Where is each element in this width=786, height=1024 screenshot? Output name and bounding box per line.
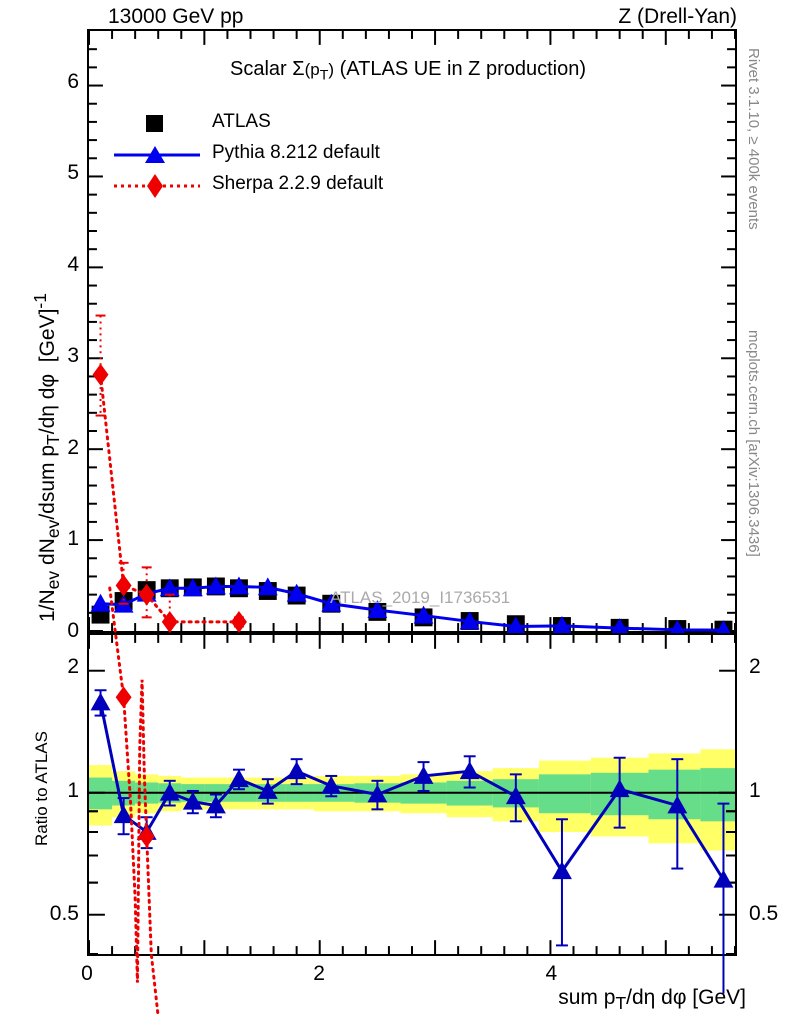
x-tick-label: 4 xyxy=(545,962,558,985)
legend-label-pythia: Pythia 8.212 default xyxy=(212,142,380,163)
ratio-plot-canvas xyxy=(88,586,736,1019)
y-tick-label: 1 xyxy=(67,527,79,551)
analysis-watermark: ATLAS_2019_I1736531 xyxy=(330,588,511,607)
ratio-tick-label-left: 0.5 xyxy=(49,902,79,926)
ratio-tick-label-right: 1 xyxy=(749,778,761,802)
main-plot-canvas xyxy=(88,31,736,651)
y-tick-label: 6 xyxy=(67,69,79,93)
ratio-tick-label-left: 1 xyxy=(67,778,79,802)
ratio-tick-label-right: 0.5 xyxy=(749,902,779,926)
legend-key-square-icon xyxy=(146,115,163,132)
process-label: Z (Drell-Yan) xyxy=(618,5,737,28)
plot-title: Scalar Σ(pT) (ATLAS UE in Z production) xyxy=(230,58,587,84)
legend-label-sherpa: Sherpa 2.2.9 default xyxy=(212,173,384,194)
x-tick-label: 0 xyxy=(81,962,93,985)
ratio-tick-label-right: 2 xyxy=(749,655,761,679)
y-tick-label: 4 xyxy=(67,252,79,276)
x-axis-label: sum pT/dη dφ [GeV] xyxy=(558,986,746,1014)
legend-label-atlas: ATLAS xyxy=(212,111,271,132)
main-plot-panel xyxy=(87,29,737,651)
mcplots-source-label: mcplots.cern.ch [arXiv:1306.3436] xyxy=(745,330,762,557)
y-tick-label: 2 xyxy=(67,435,79,459)
legend-key-diamond-icon xyxy=(114,174,200,198)
y-tick-label: 5 xyxy=(67,161,79,185)
y-tick-label: 3 xyxy=(67,344,79,368)
ratio-tick-label-left: 2 xyxy=(67,655,79,679)
beam-energy-label: 13000 GeV pp xyxy=(108,5,244,28)
x-tick-label: 2 xyxy=(313,962,325,985)
y-tick-label: 0 xyxy=(67,619,79,642)
rivet-version-label: Rivet 3.1.10, ≥ 400k events xyxy=(745,48,762,230)
ratio-plot-panel xyxy=(87,586,737,1019)
legend-key-triangle-icon xyxy=(114,146,200,163)
